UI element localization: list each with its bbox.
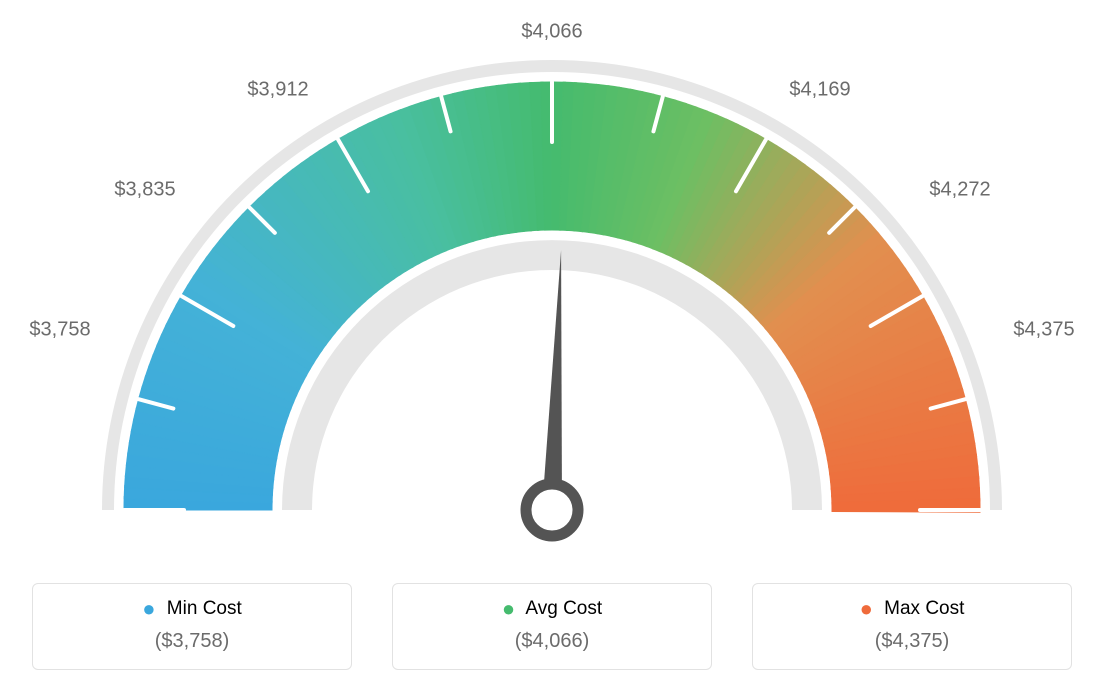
- legend-card-avg: ● Avg Cost ($4,066): [392, 583, 712, 670]
- legend-card-min: ● Min Cost ($3,758): [32, 583, 352, 670]
- legend-title-max: ● Max Cost: [763, 598, 1061, 620]
- gauge-tick-label: $4,375: [1013, 319, 1074, 342]
- gauge-tick-label: $3,835: [114, 179, 175, 202]
- bullet-icon: ●: [860, 596, 873, 621]
- bullet-icon: ●: [142, 596, 155, 621]
- cost-gauge-chart: $3,758 $3,835 $3,912 $4,066 $4,169 $4,272 $4,3…: [0, 0, 1104, 540]
- gauge-tick-label: $3,912: [247, 79, 308, 102]
- legend-title-text: Avg Cost: [525, 598, 602, 619]
- legend-row: ● Min Cost ($3,758) ● Avg Cost ($4,066) …: [0, 583, 1104, 670]
- legend-value-max: ($4,375): [763, 630, 1061, 653]
- gauge-tick-label: $4,066: [521, 21, 582, 44]
- legend-value-avg: ($4,066): [403, 630, 701, 653]
- legend-title-text: Max Cost: [884, 598, 964, 619]
- bullet-icon: ●: [502, 596, 515, 621]
- legend-title-min: ● Min Cost: [43, 598, 341, 620]
- legend-card-max: ● Max Cost ($4,375): [752, 583, 1072, 670]
- legend-title-avg: ● Avg Cost: [403, 598, 701, 620]
- gauge-svg: [0, 0, 1104, 560]
- legend-value-min: ($3,758): [43, 630, 341, 653]
- gauge-tick-label: $4,272: [929, 179, 990, 202]
- gauge-tick-label: $3,758: [29, 319, 90, 342]
- legend-title-text: Min Cost: [167, 598, 242, 619]
- gauge-tick-label: $4,169: [789, 79, 850, 102]
